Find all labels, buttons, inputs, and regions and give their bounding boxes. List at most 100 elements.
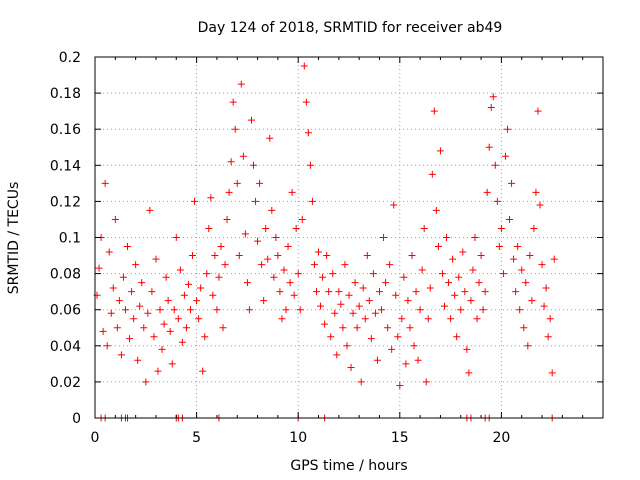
data-point: [237, 80, 245, 88]
data-point: [491, 161, 499, 169]
data-point: [113, 324, 121, 332]
data-point: [189, 252, 197, 260]
data-point: [170, 306, 178, 314]
data-point: [493, 197, 501, 205]
data-point: [418, 266, 426, 274]
data-point: [270, 273, 278, 281]
data-point: [371, 309, 379, 317]
data-point: [369, 270, 377, 278]
data-point: [111, 215, 119, 223]
axes-layer: 0 0.02 0.04 0.06 0.08 0.1 0.12 0.14 0.16 0.18 0.2 0…: [50, 50, 604, 446]
data-point: [229, 98, 237, 106]
data-point: [510, 255, 518, 263]
data-point: [258, 261, 266, 269]
data-point: [422, 378, 430, 386]
data-point: [109, 284, 117, 292]
data-point: [483, 188, 491, 196]
points-layer: [93, 62, 558, 422]
data-point: [499, 270, 507, 278]
data-point: [392, 291, 400, 299]
data-point: [182, 324, 190, 332]
data-point: [408, 252, 416, 260]
data-point: [225, 188, 233, 196]
data-point: [428, 170, 436, 178]
data-point: [152, 255, 160, 263]
x-tick-label: 20: [492, 430, 510, 446]
data-point: [249, 161, 257, 169]
data-point: [264, 255, 272, 263]
data-point: [146, 206, 154, 214]
y-tick-label: 0.06: [50, 303, 81, 319]
data-point: [140, 324, 148, 332]
data-point: [430, 107, 438, 115]
data-point: [432, 206, 440, 214]
data-point: [193, 297, 201, 305]
data-point: [443, 234, 451, 241]
data-point: [231, 125, 239, 133]
data-point: [394, 333, 402, 341]
data-point: [359, 284, 367, 292]
data-point: [380, 234, 388, 241]
data-point: [404, 297, 412, 305]
data-point: [469, 266, 477, 274]
data-point: [532, 188, 540, 196]
data-point: [447, 315, 455, 323]
data-point: [337, 300, 345, 308]
data-point: [416, 306, 424, 314]
data-point: [178, 338, 186, 346]
data-point: [124, 243, 132, 251]
data-point: [530, 224, 538, 232]
data-point: [142, 378, 150, 386]
data-point: [406, 324, 414, 332]
y-axis-label: SRMTID / TECUs: [6, 182, 22, 295]
data-point: [166, 327, 174, 335]
data-point: [195, 315, 203, 323]
data-point: [378, 306, 386, 314]
data-point: [516, 306, 524, 314]
data-point: [243, 279, 251, 287]
data-point: [272, 234, 280, 241]
data-point: [384, 324, 392, 332]
data-point: [524, 342, 532, 350]
data-point: [245, 306, 253, 314]
data-point: [455, 273, 463, 281]
data-point: [512, 288, 520, 296]
y-tick-label: 0.18: [50, 86, 81, 102]
data-point: [473, 315, 481, 323]
data-point: [315, 248, 323, 256]
data-point: [503, 125, 511, 133]
data-point: [223, 215, 231, 223]
data-point: [536, 201, 544, 209]
data-point: [345, 291, 353, 299]
data-point: [317, 302, 325, 310]
data-point: [363, 252, 371, 260]
data-point: [235, 252, 243, 260]
data-point: [526, 252, 534, 260]
data-point: [506, 215, 514, 223]
data-point: [453, 333, 461, 341]
data-point: [459, 248, 467, 256]
data-point: [400, 273, 408, 281]
data-point: [134, 356, 142, 364]
data-point: [95, 264, 103, 272]
data-point: [288, 188, 296, 196]
data-point: [347, 363, 355, 371]
data-point: [160, 320, 168, 328]
data-point: [201, 333, 209, 341]
data-point: [304, 129, 312, 137]
data-point: [487, 104, 495, 112]
data-point: [254, 237, 262, 245]
data-point: [402, 360, 410, 368]
data-point: [327, 333, 335, 341]
data-point: [471, 234, 479, 241]
data-point: [339, 324, 347, 332]
data-point: [290, 291, 298, 299]
data-point: [548, 369, 556, 377]
y-tick-label: 0.16: [50, 122, 81, 138]
data-point: [164, 297, 172, 305]
data-point: [349, 309, 357, 317]
data-point: [274, 252, 282, 260]
y-tick-label: 0.12: [50, 194, 81, 210]
data-point: [233, 179, 241, 187]
data-point: [319, 273, 327, 281]
